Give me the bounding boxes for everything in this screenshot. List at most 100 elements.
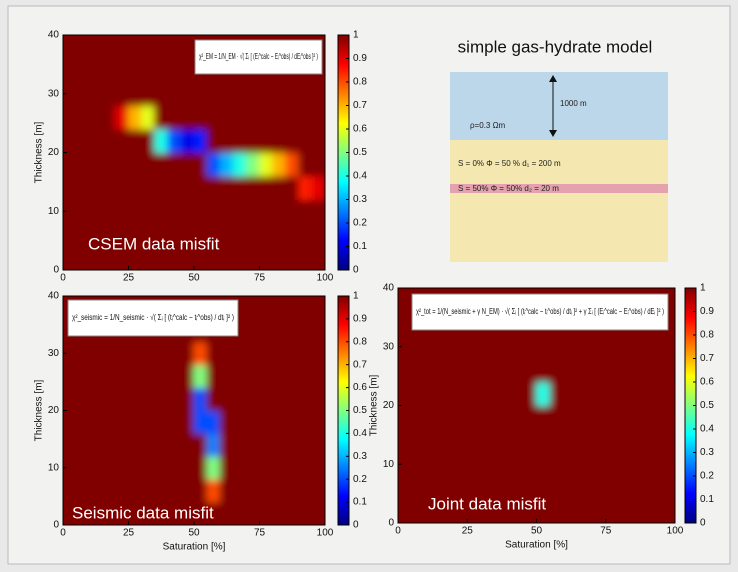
- cell: [141, 455, 156, 480]
- cell: [311, 222, 325, 247]
- cell: [646, 428, 662, 453]
- cell: [206, 455, 221, 480]
- colorbar-tick-label: 0.1: [700, 494, 714, 505]
- cell: [193, 246, 208, 270]
- cell: [88, 501, 103, 525]
- cell: [167, 364, 182, 389]
- cell: [619, 334, 634, 359]
- cell: [619, 499, 634, 523]
- cell: [536, 334, 551, 359]
- cell: [128, 222, 143, 247]
- cell: [88, 81, 103, 106]
- cell: [311, 246, 325, 270]
- cell: [259, 341, 274, 366]
- cell: [494, 334, 510, 359]
- cell: [63, 341, 77, 366]
- cell: [63, 455, 77, 480]
- cell: [167, 222, 182, 247]
- cell: [285, 432, 300, 457]
- cell: [536, 475, 551, 500]
- cell: [272, 175, 287, 200]
- colorbar-tick-label: 0.9: [700, 306, 714, 317]
- cell: [245, 128, 260, 153]
- cell: [193, 152, 208, 177]
- cell: [245, 222, 260, 247]
- cell: [452, 475, 468, 500]
- cell: [180, 152, 195, 177]
- cell: [549, 381, 565, 406]
- cell: [563, 358, 579, 383]
- cell: [508, 499, 524, 523]
- cell: [167, 199, 182, 224]
- cell: [180, 105, 195, 130]
- cell: [219, 246, 234, 270]
- cell: [232, 128, 247, 153]
- cell: [245, 199, 260, 224]
- cell: [272, 152, 287, 177]
- cell: [193, 222, 208, 247]
- cell: [75, 478, 90, 503]
- cell: [605, 334, 621, 359]
- cell: [245, 387, 260, 411]
- cell: [232, 501, 247, 525]
- cell: [452, 381, 468, 406]
- cell: [591, 452, 607, 477]
- cell: [101, 410, 116, 434]
- cell: [646, 452, 662, 477]
- cell: [646, 475, 662, 500]
- cell: [494, 452, 510, 477]
- cell: [219, 455, 234, 480]
- cell: [298, 387, 313, 411]
- cell: [466, 499, 482, 523]
- cell: [232, 432, 247, 457]
- colorbar-tick-label: 0.5: [700, 400, 714, 411]
- cell: [180, 387, 195, 411]
- cell: [141, 501, 156, 525]
- cell: [660, 428, 675, 453]
- cell: [154, 128, 169, 153]
- cell: [245, 81, 260, 106]
- cell: [259, 501, 274, 525]
- cell: [605, 405, 621, 430]
- cell: [522, 428, 537, 453]
- colorbar-tick-label: 0.1: [353, 241, 367, 252]
- cell: [619, 405, 634, 430]
- colorbar-tick-label: 0.1: [353, 497, 367, 508]
- cell: [272, 81, 287, 106]
- cell: [245, 410, 260, 434]
- y-tick-label: 20: [48, 147, 60, 158]
- cell: [311, 199, 325, 224]
- cell: [114, 478, 129, 503]
- cell: [114, 432, 129, 457]
- cell: [311, 410, 325, 434]
- y-tick-label: 30: [48, 348, 60, 359]
- cell: [425, 499, 441, 523]
- cell: [632, 428, 648, 453]
- cell: [272, 318, 287, 343]
- cell: [646, 405, 662, 430]
- cell: [101, 341, 116, 366]
- cell: [114, 105, 129, 130]
- cell: [128, 246, 143, 270]
- cell: [272, 387, 287, 411]
- cell: [298, 222, 313, 247]
- cell: [114, 364, 129, 389]
- cell: [154, 364, 169, 389]
- annotation: Joint data misfit: [428, 494, 546, 513]
- annotation: Seismic data misfit: [72, 503, 214, 522]
- cell: [232, 455, 247, 480]
- cell: [206, 410, 221, 434]
- cell: [439, 452, 454, 477]
- cell: [272, 296, 287, 320]
- colorbar-tick-label: 0.3: [700, 447, 714, 458]
- cell: [219, 364, 234, 389]
- cell: [180, 364, 195, 389]
- cell: [411, 499, 427, 523]
- cell: [206, 432, 221, 457]
- cell: [154, 152, 169, 177]
- cell: [193, 387, 208, 411]
- cell: [88, 222, 103, 247]
- cell: [619, 358, 634, 383]
